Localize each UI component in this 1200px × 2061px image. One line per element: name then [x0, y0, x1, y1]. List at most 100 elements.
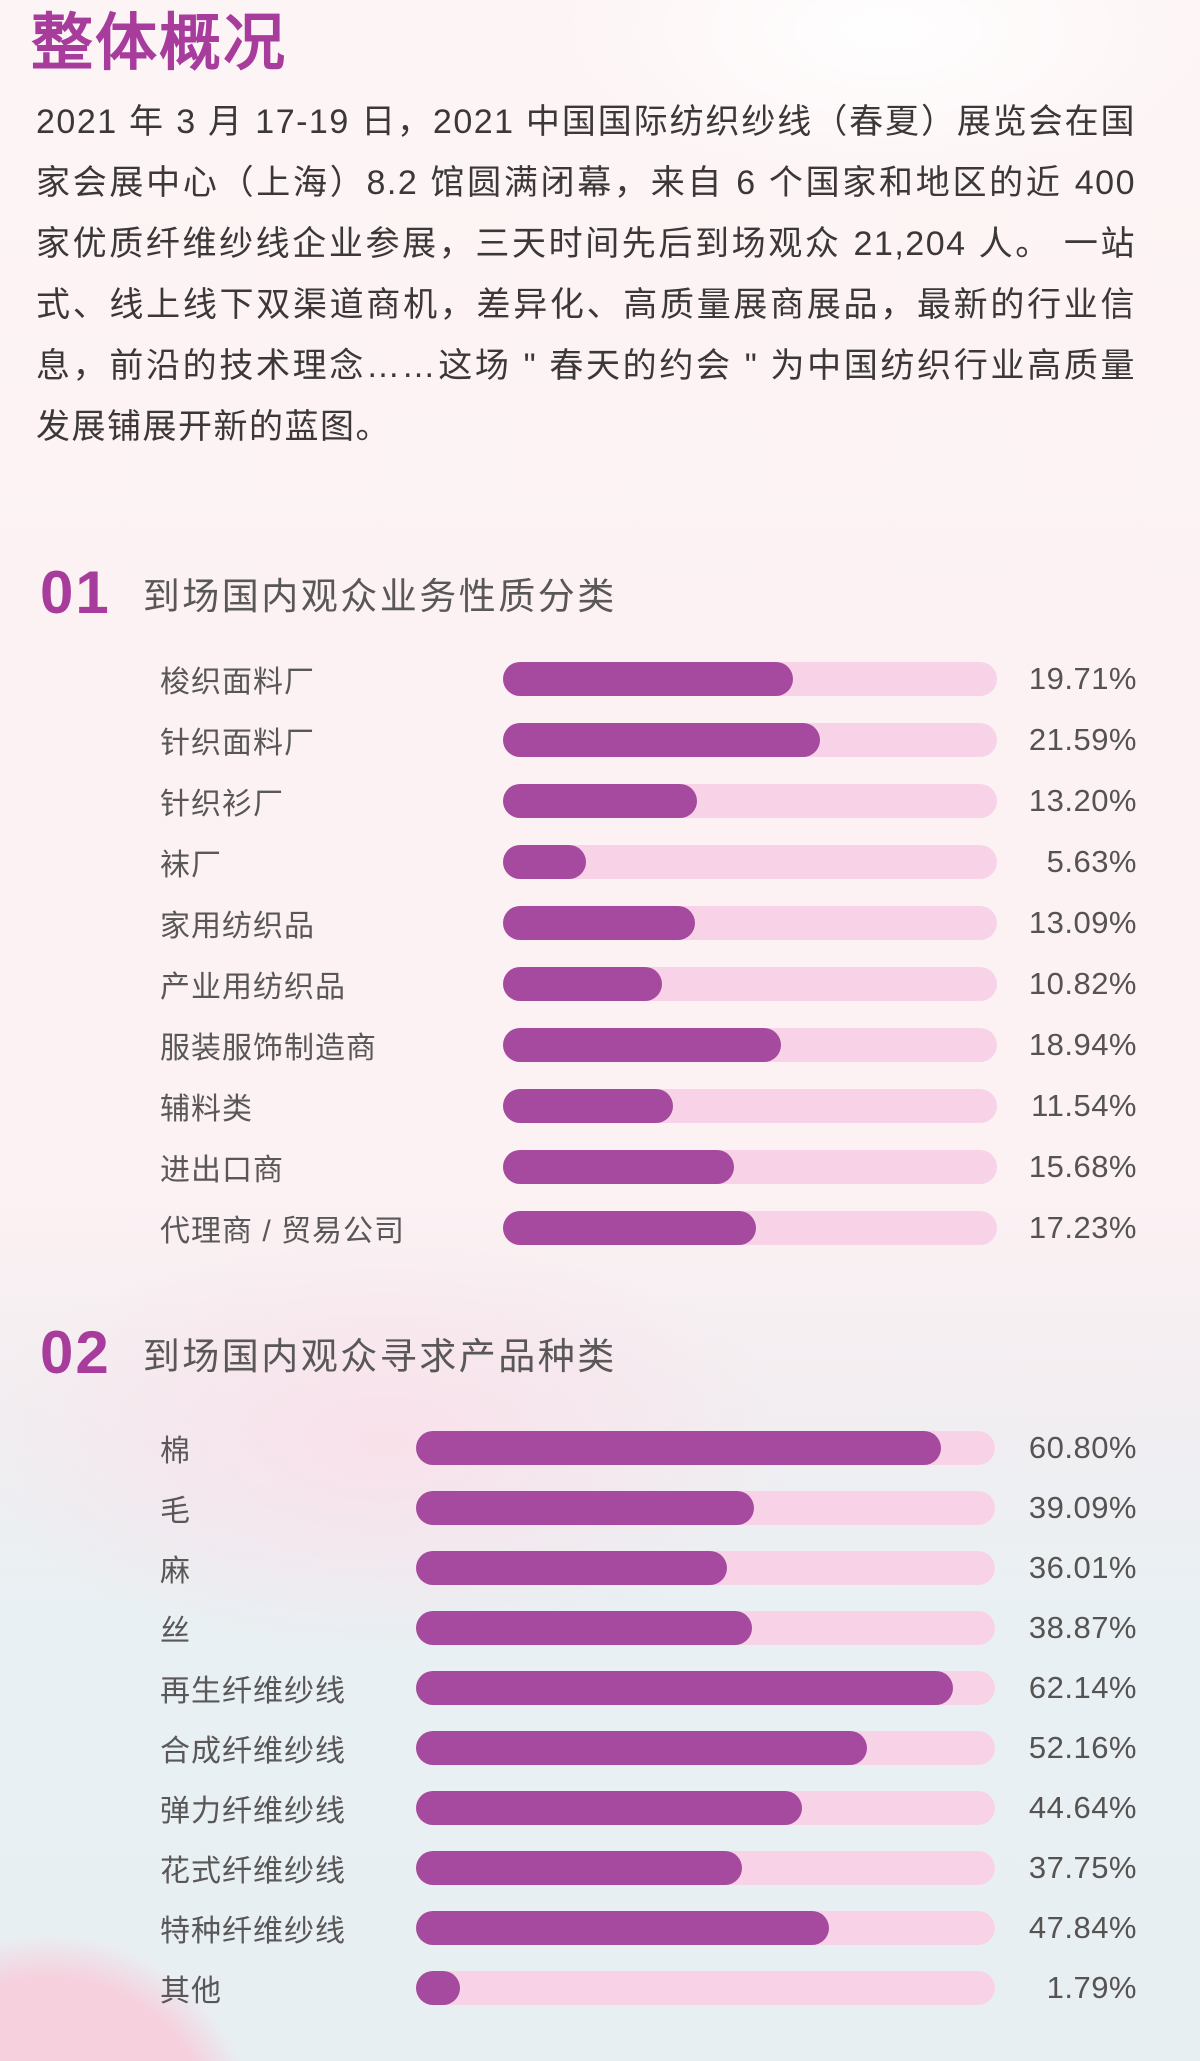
bar-track [503, 966, 997, 1001]
bar-row: 毛 39.09% [36, 1478, 1137, 1538]
bar-fill [416, 1971, 460, 2005]
bar-value-label: 18.94% [1028, 1026, 1137, 1062]
bar-track [416, 1491, 995, 1525]
bar-track [503, 905, 997, 940]
bar-value-label: 62.14% [1028, 1670, 1137, 1705]
section-title: 到场国内观众寻求产品种类 [142, 1335, 617, 1377]
bar-value-label: 11.54% [1031, 1087, 1137, 1123]
bar-fill [503, 1149, 734, 1184]
bar-row: 代理商 / 贸易公司 17.23% [36, 1197, 1137, 1258]
bar-track [503, 1149, 997, 1184]
bar-track [503, 1088, 997, 1123]
bar-track [503, 783, 997, 818]
bar-category-label: 特种纤维纱线 [160, 1915, 346, 1948]
bar-row: 进出口商 15.68% [36, 1136, 1137, 1197]
bar-value-label: 39.09% [1028, 1490, 1137, 1525]
bar-track [416, 1851, 995, 1885]
bar-chart-product-type: 棉 60.80% 毛 39.09% 麻 36.01% 丝 38.87% 再生纤维… [36, 1418, 1137, 2018]
bar-value-label: 5.63% [1046, 843, 1137, 879]
bar-category-label: 家用纺织品 [160, 909, 315, 943]
section-number: 02 [40, 1319, 111, 1386]
bar-fill [416, 1431, 942, 1465]
bar-row: 辅料类 11.54% [36, 1075, 1137, 1136]
bar-track [416, 1611, 995, 1645]
section-number: 01 [40, 559, 111, 626]
bar-value-label: 44.64% [1028, 1790, 1137, 1825]
bar-value-label: 1.79% [1046, 1970, 1137, 2005]
bar-track [416, 1911, 995, 1945]
bar-value-label: 17.23% [1028, 1209, 1137, 1245]
bar-row: 花式纤维纱线 37.75% [36, 1838, 1137, 1898]
bar-value-label: 37.75% [1028, 1850, 1137, 1885]
page-title: 整体概况 [31, 9, 288, 78]
bar-row: 针织面料厂 21.59% [36, 709, 1137, 770]
bar-fill [503, 905, 696, 940]
bar-row: 丝 38.87% [36, 1598, 1137, 1658]
bar-category-label: 毛 [160, 1495, 191, 1528]
bar-category-label: 服装服饰制造商 [160, 1031, 377, 1065]
bar-row: 合成纤维纱线 52.16% [36, 1718, 1137, 1778]
bar-fill [416, 1551, 728, 1585]
bar-fill [416, 1911, 830, 1945]
bar-category-label: 棉 [160, 1435, 191, 1468]
bar-track [503, 1210, 997, 1245]
bar-row: 其他 1.79% [36, 1958, 1137, 2018]
bar-track [503, 722, 997, 757]
bar-fill [416, 1671, 953, 1705]
bar-row: 家用纺织品 13.09% [36, 892, 1137, 953]
bar-value-label: 60.80% [1028, 1430, 1137, 1465]
bar-row: 服装服饰制造商 18.94% [36, 1014, 1137, 1075]
bar-category-label: 麻 [160, 1555, 191, 1588]
bar-value-label: 52.16% [1028, 1730, 1137, 1765]
bar-track [416, 1671, 995, 1705]
section-header: 01 到场国内观众业务性质分类 [40, 558, 617, 627]
bar-value-label: 36.01% [1028, 1550, 1137, 1585]
bar-row: 再生纤维纱线 62.14% [36, 1658, 1137, 1718]
bar-row: 特种纤维纱线 47.84% [36, 1898, 1137, 1958]
bar-category-label: 产业用纺织品 [160, 970, 346, 1004]
bar-track [416, 1971, 995, 2005]
bar-fill [503, 783, 698, 818]
bar-category-label: 针织面料厂 [160, 726, 315, 760]
bar-category-label: 针织衫厂 [160, 787, 284, 821]
bar-category-label: 袜厂 [160, 848, 222, 882]
bar-fill [503, 661, 793, 696]
bar-track [503, 1027, 997, 1062]
section-header: 02 到场国内观众寻求产品种类 [40, 1318, 617, 1387]
bar-category-label: 合成纤维纱线 [160, 1735, 346, 1768]
bar-track [416, 1431, 995, 1465]
bar-track [503, 844, 997, 879]
bar-category-label: 辅料类 [160, 1092, 253, 1126]
bar-fill [503, 1210, 757, 1245]
bar-fill [416, 1731, 867, 1765]
bar-row: 针织衫厂 13.20% [36, 770, 1137, 831]
bar-value-label: 47.84% [1028, 1910, 1137, 1945]
bar-category-label: 其他 [160, 1975, 222, 2008]
bar-fill [416, 1611, 752, 1645]
intro-paragraph: 2021 年 3 月 17-19 日，2021 中国国际纺织纱线（春夏）展览会在… [36, 103, 1136, 446]
bar-value-label: 13.09% [1028, 904, 1137, 940]
bar-category-label: 丝 [160, 1615, 191, 1648]
bar-row: 产业用纺织品 10.82% [36, 953, 1137, 1014]
bar-category-label: 梭织面料厂 [160, 665, 315, 699]
section-title: 到场国内观众业务性质分类 [142, 575, 617, 617]
bar-fill [503, 966, 663, 1001]
bar-value-label: 38.87% [1028, 1610, 1137, 1645]
bar-value-label: 15.68% [1028, 1148, 1137, 1184]
bar-value-label: 21.59% [1028, 721, 1137, 757]
bar-fill [503, 722, 821, 757]
bar-fill [416, 1851, 743, 1885]
bar-value-label: 10.82% [1028, 965, 1137, 1001]
bar-row: 弹力纤维纱线 44.64% [36, 1778, 1137, 1838]
bar-track [416, 1791, 995, 1825]
bar-row: 袜厂 5.63% [36, 831, 1137, 892]
bar-row: 梭织面料厂 19.71% [36, 648, 1137, 709]
bar-fill [503, 1027, 782, 1062]
bar-row: 麻 36.01% [36, 1538, 1137, 1598]
bar-category-label: 进出口商 [160, 1153, 284, 1187]
bar-track [503, 661, 997, 696]
bar-fill [416, 1791, 802, 1825]
bar-value-label: 19.71% [1028, 660, 1137, 696]
bar-chart-business-type: 梭织面料厂 19.71% 针织面料厂 21.59% 针织衫厂 13.20% 袜厂… [36, 648, 1137, 1258]
